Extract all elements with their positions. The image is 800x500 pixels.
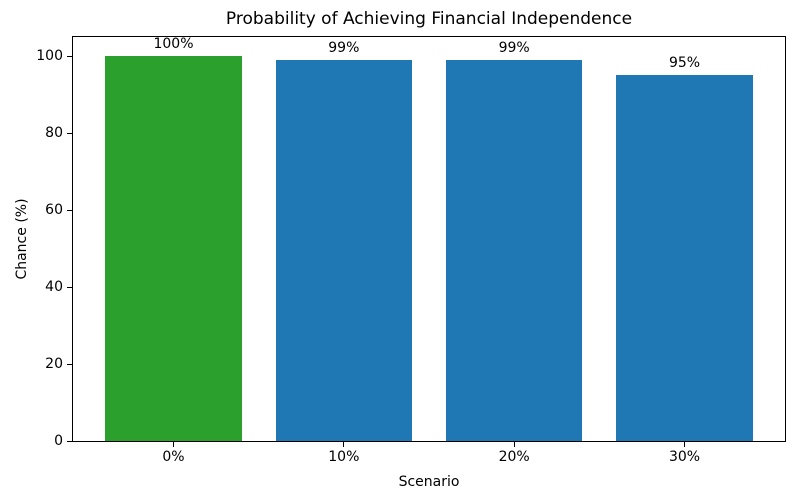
- x-tick-label: 30%: [668, 449, 701, 465]
- y-tick-mark: [67, 132, 72, 134]
- bar-10%: [275, 60, 412, 441]
- x-tick-mark: [513, 442, 515, 447]
- y-tick-label: 0: [54, 433, 63, 449]
- bar-value-label: 99%: [328, 40, 360, 57]
- y-tick-label: 60: [45, 202, 63, 219]
- bar-20%: [446, 60, 583, 441]
- y-tick-label: 40: [45, 279, 63, 296]
- y-tick-mark: [67, 209, 72, 211]
- x-tick-mark: [684, 442, 685, 447]
- y-tick-mark: [67, 286, 72, 288]
- bar-value-label: 95%: [668, 55, 701, 72]
- plot-area: 100% 99% 99% 95%: [72, 36, 786, 442]
- x-tick-label: 10%: [328, 449, 360, 465]
- x-axis-label: Scenario: [398, 474, 460, 490]
- bar-value-label: 99%: [498, 40, 530, 57]
- x-tick-mark: [343, 442, 345, 447]
- y-tick-label: 100: [36, 48, 63, 65]
- y-tick-mark: [67, 440, 72, 442]
- chart-title: Probability of Achieving Financial Indep…: [225, 9, 633, 29]
- bar-0%: [105, 56, 242, 441]
- y-tick-mark: [67, 55, 72, 57]
- x-tick-label: 0%: [162, 449, 185, 465]
- y-tick-label: 80: [45, 125, 63, 142]
- bar-30%: [616, 75, 753, 441]
- y-tick-mark: [67, 363, 72, 365]
- x-tick-mark: [172, 442, 174, 447]
- y-tick-label: 20: [45, 356, 63, 373]
- x-tick-label: 20%: [498, 449, 530, 465]
- bar-value-label: 100%: [153, 36, 194, 53]
